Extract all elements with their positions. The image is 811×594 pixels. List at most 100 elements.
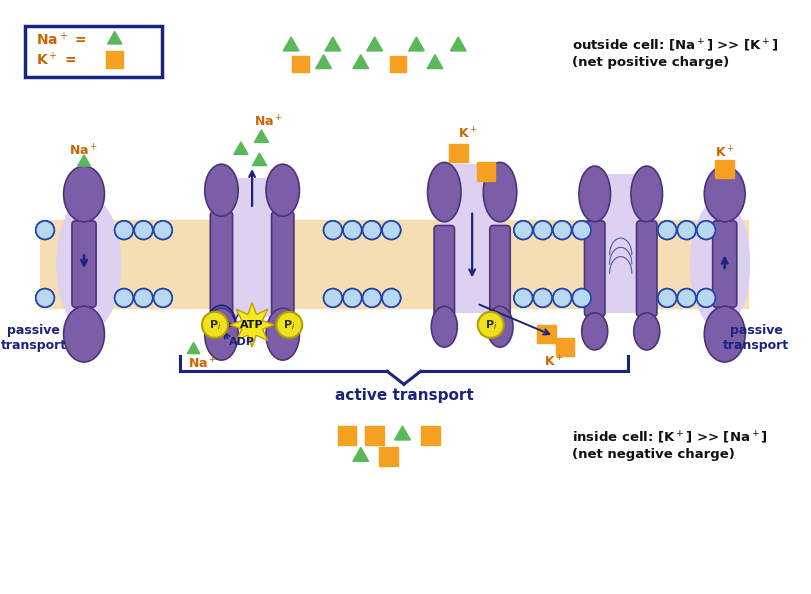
- Polygon shape: [252, 153, 267, 166]
- Circle shape: [363, 221, 381, 239]
- Circle shape: [573, 221, 591, 239]
- FancyBboxPatch shape: [272, 211, 294, 317]
- FancyBboxPatch shape: [72, 221, 96, 307]
- Circle shape: [382, 289, 401, 307]
- Ellipse shape: [266, 308, 299, 360]
- Circle shape: [553, 221, 572, 239]
- Circle shape: [343, 289, 362, 307]
- Circle shape: [677, 289, 696, 307]
- Circle shape: [277, 312, 303, 338]
- Text: P$_i$: P$_i$: [283, 318, 295, 332]
- Ellipse shape: [483, 162, 517, 222]
- Circle shape: [677, 221, 696, 239]
- Circle shape: [36, 221, 54, 239]
- Circle shape: [382, 221, 401, 239]
- Ellipse shape: [579, 166, 611, 222]
- Text: Na$^+$: Na$^+$: [70, 144, 99, 159]
- Ellipse shape: [266, 164, 299, 216]
- Circle shape: [534, 221, 552, 239]
- Bar: [380, 447, 398, 466]
- FancyBboxPatch shape: [490, 226, 510, 317]
- Circle shape: [573, 289, 591, 307]
- Polygon shape: [214, 178, 290, 317]
- Circle shape: [514, 221, 533, 239]
- Bar: [556, 338, 574, 356]
- Polygon shape: [367, 37, 383, 51]
- Bar: [337, 426, 356, 445]
- Circle shape: [324, 221, 342, 239]
- Text: inside cell: [K$^+$] >> [Na$^+$]: inside cell: [K$^+$] >> [Na$^+$]: [573, 430, 768, 446]
- Circle shape: [573, 289, 591, 307]
- Ellipse shape: [63, 166, 105, 222]
- Circle shape: [134, 221, 152, 239]
- Polygon shape: [230, 302, 274, 347]
- Circle shape: [697, 289, 715, 307]
- Polygon shape: [409, 37, 424, 51]
- Circle shape: [658, 221, 676, 239]
- Ellipse shape: [63, 307, 105, 362]
- Circle shape: [677, 221, 696, 239]
- Polygon shape: [590, 173, 651, 313]
- Ellipse shape: [56, 197, 121, 331]
- Ellipse shape: [631, 166, 663, 222]
- Circle shape: [134, 289, 152, 307]
- Bar: [421, 426, 440, 445]
- FancyBboxPatch shape: [210, 211, 233, 317]
- Circle shape: [534, 289, 552, 307]
- Text: passive
transport: passive transport: [1, 324, 67, 352]
- Circle shape: [324, 289, 342, 307]
- Circle shape: [514, 289, 533, 307]
- Circle shape: [153, 289, 172, 307]
- Polygon shape: [325, 37, 341, 51]
- Ellipse shape: [427, 162, 461, 222]
- Ellipse shape: [204, 308, 238, 360]
- Bar: [389, 56, 406, 72]
- Ellipse shape: [633, 313, 659, 350]
- Circle shape: [343, 221, 362, 239]
- Text: ATP: ATP: [240, 320, 264, 330]
- Circle shape: [363, 289, 381, 307]
- Circle shape: [363, 289, 381, 307]
- Text: P$_i$: P$_i$: [208, 318, 221, 332]
- Text: Na$^+$: Na$^+$: [255, 115, 283, 130]
- Ellipse shape: [431, 307, 457, 347]
- Text: outside cell: [Na$^+$] >> [K$^+$]: outside cell: [Na$^+$] >> [K$^+$]: [573, 37, 779, 53]
- Circle shape: [114, 221, 133, 239]
- Text: (net positive charge): (net positive charge): [573, 56, 730, 68]
- Circle shape: [114, 289, 133, 307]
- Text: active transport: active transport: [334, 388, 474, 403]
- Circle shape: [697, 289, 715, 307]
- Circle shape: [658, 289, 676, 307]
- Circle shape: [36, 289, 54, 307]
- Text: K$^+$: K$^+$: [544, 355, 564, 369]
- Text: ADP: ADP: [229, 337, 255, 347]
- Circle shape: [514, 289, 533, 307]
- FancyBboxPatch shape: [585, 221, 605, 317]
- Circle shape: [36, 289, 54, 307]
- Polygon shape: [283, 37, 299, 51]
- Polygon shape: [353, 447, 369, 462]
- Circle shape: [553, 289, 572, 307]
- Polygon shape: [234, 142, 248, 154]
- Circle shape: [534, 289, 552, 307]
- Circle shape: [343, 221, 362, 239]
- Circle shape: [324, 221, 342, 239]
- Ellipse shape: [704, 307, 745, 362]
- Text: passive
transport: passive transport: [723, 324, 789, 352]
- Polygon shape: [440, 164, 504, 313]
- Circle shape: [202, 312, 228, 338]
- Polygon shape: [395, 426, 410, 440]
- Text: K$^+$ =: K$^+$ =: [36, 50, 76, 68]
- Ellipse shape: [487, 307, 513, 347]
- Bar: [449, 144, 467, 162]
- Circle shape: [697, 221, 715, 239]
- Circle shape: [478, 312, 504, 338]
- Circle shape: [153, 221, 172, 239]
- Circle shape: [677, 289, 696, 307]
- Circle shape: [153, 221, 172, 239]
- FancyBboxPatch shape: [713, 221, 736, 307]
- Circle shape: [153, 289, 172, 307]
- Text: P$_i$: P$_i$: [484, 318, 497, 332]
- Text: (net negative charge): (net negative charge): [573, 448, 736, 462]
- FancyBboxPatch shape: [434, 226, 454, 317]
